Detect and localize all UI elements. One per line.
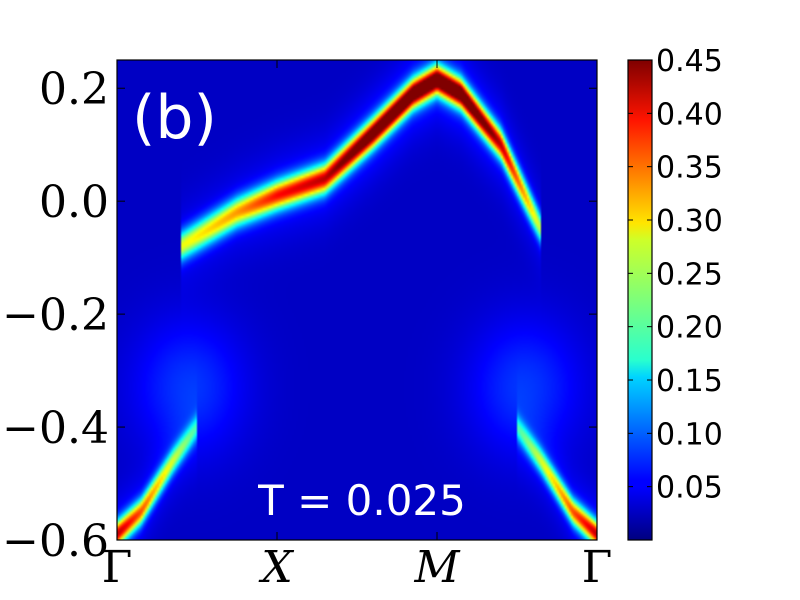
heatmap-image (117, 60, 597, 540)
y-tick-label: −0.6 (2, 516, 109, 567)
colorbar: 0.45 0.40 0.35 0.30 0.25 0.20 0.15 0.10 0.05 (627, 44, 723, 541)
colorbar-tick-label: 0.40 (656, 97, 723, 132)
y-tick-labels: 0.2 0.0 −0.2 −0.4 −0.6 (2, 64, 109, 567)
y-tick-label: 0.0 (39, 177, 109, 228)
colorbar-tick-label: 0.15 (656, 364, 723, 399)
x-tick-label: Γ (582, 542, 613, 593)
y-tick-label: 0.2 (39, 64, 109, 115)
plot-area: (b) T = 0.025 (116, 59, 598, 541)
colorbar-tick-label: 0.25 (656, 257, 723, 292)
colorbar-ticks: 0.45 0.40 0.35 0.30 0.25 0.20 0.15 0.10 0.05 (628, 44, 723, 506)
panel-label: (b) (132, 83, 217, 153)
y-tick-label: −0.2 (2, 290, 109, 341)
x-tick-marks (116, 60, 598, 540)
colorbar-tick-label: 0.20 (656, 311, 723, 346)
x-tick-label: M (413, 542, 460, 593)
colorbar-tick-label: 0.35 (656, 151, 723, 186)
colorbar-tick-label: 0.10 (656, 417, 723, 452)
plot-frame (116, 59, 598, 541)
colorbar-tick-label: 0.45 (656, 44, 723, 79)
colorbar-tick-label: 0.05 (656, 471, 723, 506)
colorbar-bar (627, 59, 653, 541)
y-tick-label: −0.4 (2, 403, 109, 454)
y-tick-marks (117, 87, 597, 541)
temperature-annotation: T = 0.025 (257, 476, 466, 525)
x-tick-label: X (258, 542, 294, 593)
x-tick-label: Γ (102, 542, 133, 593)
colorbar-tick-label: 0.30 (656, 204, 723, 239)
